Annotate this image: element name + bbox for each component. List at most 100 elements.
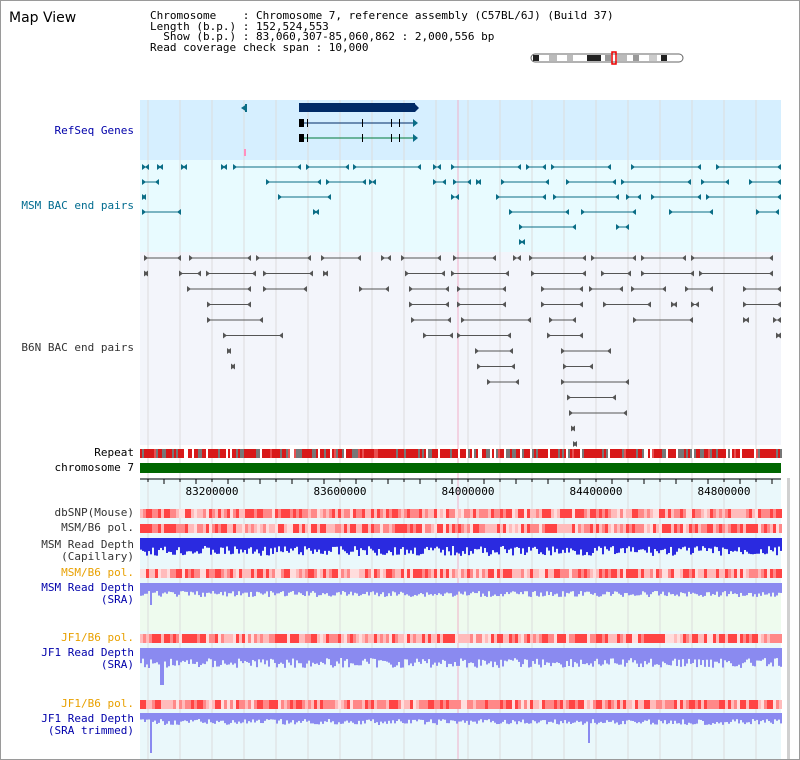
jf1-depth-sra-label[interactable]: JF1 Read Depth (SRA) (41, 647, 134, 671)
pol-cell (350, 569, 353, 578)
gene-block[interactable] (299, 103, 415, 112)
jf1-depth-trimmed-label[interactable]: JF1 Read Depth (SRA trimmed) (41, 713, 134, 737)
pol-cell (602, 700, 605, 709)
msm-depth-capillary-label[interactable]: MSM Read Depth (Capillary) (41, 539, 134, 563)
ideogram-band (633, 55, 639, 61)
depth-bar (414, 583, 416, 595)
refseq-track-label[interactable]: RefSeq Genes (54, 124, 134, 137)
depth-bar (544, 713, 546, 721)
depth-bar (182, 583, 184, 592)
depth-bar (616, 713, 618, 723)
pol-cell (227, 700, 230, 709)
pol-cell (704, 569, 707, 578)
pol-cell (746, 524, 749, 533)
polymorphism-tracks (140, 509, 782, 709)
depth-bar (544, 583, 546, 596)
depth-bar (720, 583, 722, 596)
depth-bar (602, 538, 604, 555)
msm-pol-track-label[interactable]: MSM/B6 pol. (61, 521, 134, 534)
msm-bac-pair-end (777, 164, 781, 170)
depth-bar (362, 583, 364, 594)
pol-cell (401, 569, 404, 578)
b6n-bac-track-label[interactable]: B6N BAC end pairs (21, 341, 134, 354)
depth-bar (210, 538, 212, 555)
depth-bar (734, 713, 736, 722)
depth-bar (324, 538, 326, 551)
pol-cell (530, 509, 533, 518)
depth-bar (276, 713, 278, 724)
pol-cell (395, 524, 398, 533)
depth-bar (636, 648, 638, 664)
depth-bar (410, 538, 412, 551)
msm-depth-sra-label[interactable]: MSM Read Depth (SRA) (41, 582, 134, 606)
dbsnp-track-label[interactable]: dbSNP(Mouse) (54, 506, 134, 519)
depth-bar (160, 713, 162, 720)
depth-bar (570, 713, 572, 724)
pol-cell (278, 509, 281, 518)
b6n-bac-pairs[interactable] (144, 255, 781, 447)
pol-cell (221, 569, 224, 578)
depth-bar (336, 538, 338, 547)
msm-bac-pair-end (725, 179, 729, 185)
repeat-cell (366, 449, 368, 458)
pol-cell (152, 700, 155, 709)
pol-cell (419, 509, 422, 518)
repeat-cell (206, 449, 208, 458)
pol-cell (764, 569, 767, 578)
pol-cell (578, 524, 581, 533)
pol-cell (596, 700, 599, 709)
msm-pol-sra-track-label[interactable]: MSM/B6 pol. (61, 566, 134, 579)
depth-bar (434, 648, 436, 663)
pol-cell (776, 509, 779, 518)
gene-transcript[interactable] (299, 119, 418, 127)
depth-bar (434, 538, 436, 549)
b6n-bac-pair-end (569, 410, 573, 416)
depth-bar (450, 713, 452, 721)
pol-cell (434, 700, 437, 709)
depth-bar (548, 538, 550, 551)
depth-bar (202, 583, 204, 593)
depth-bar (594, 648, 596, 662)
repeat-cell (756, 449, 758, 458)
repeat-cell (754, 449, 756, 458)
depth-bar (184, 538, 186, 555)
depth-bar (674, 583, 676, 596)
pol-cell (683, 509, 686, 518)
depth-bar (482, 538, 484, 553)
pol-cell (554, 569, 557, 578)
chromosome-ideogram[interactable] (530, 51, 684, 65)
depth-bar (716, 648, 718, 662)
depth-bar (582, 713, 584, 725)
depth-bar (462, 583, 464, 595)
depth-bar (386, 713, 388, 724)
pol-cell (167, 634, 170, 643)
depth-bar (296, 713, 298, 723)
pol-cell (482, 700, 485, 709)
info-show-range: Show (b.p.) : 83,060,307-85,060,862 : 2,… (150, 30, 495, 43)
gene-transcript[interactable] (299, 134, 418, 142)
pol-cell (194, 634, 197, 643)
msm-bac-track-label[interactable]: MSM BAC end pairs (21, 199, 134, 212)
depth-bar (256, 583, 258, 592)
repeat-cell (730, 449, 732, 458)
scroll-edge[interactable] (787, 478, 790, 759)
depth-bar (256, 713, 258, 721)
pol-cell (464, 700, 467, 709)
pol-cell (485, 700, 488, 709)
jf1-pol-track-label[interactable]: JF1/B6 pol. (61, 631, 134, 644)
depth-bar (250, 648, 252, 666)
depth-bar (482, 713, 484, 723)
depth-bar (772, 538, 774, 552)
repeat-cell (514, 449, 516, 458)
pol-cell (311, 634, 314, 643)
pol-cell (212, 700, 215, 709)
depth-bar (314, 583, 316, 593)
refseq-genes[interactable] (241, 103, 419, 156)
msm-bac-pairs[interactable] (142, 164, 781, 245)
depth-bar (322, 713, 324, 724)
pol-cell (614, 634, 617, 643)
label-line: (Capillary) (61, 550, 134, 563)
repeat-cell (402, 449, 404, 458)
jf1-pol-trimmed-track-label[interactable]: JF1/B6 pol. (61, 697, 134, 710)
